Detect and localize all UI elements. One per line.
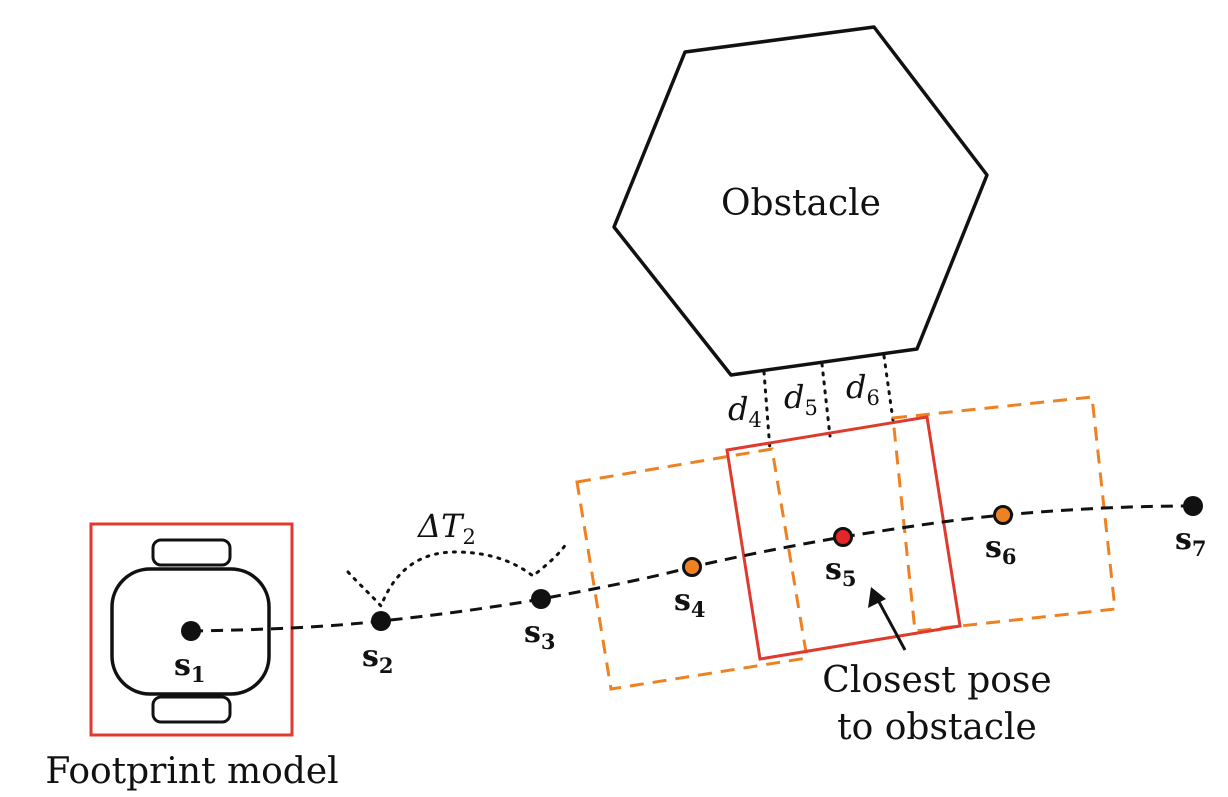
state-label-s6-sub: 6 bbox=[1002, 544, 1017, 569]
distance-line-d4 bbox=[762, 370, 772, 452]
closest-pose-caption-line2: to obstacle bbox=[837, 707, 1037, 748]
state-label-s3: s3 bbox=[524, 615, 556, 654]
delta-t-sub: 2 bbox=[462, 525, 475, 549]
footprint-model-box bbox=[89, 522, 294, 737]
state-label-s3-sub: 3 bbox=[541, 629, 556, 654]
state-label-s5-sub: 5 bbox=[842, 566, 857, 591]
state-label-s4-main: s bbox=[674, 583, 691, 618]
distance-label-d4-main: d bbox=[728, 390, 748, 428]
distance-line-d5 bbox=[820, 362, 832, 438]
state-label-s1: s1 bbox=[174, 648, 206, 687]
distance-label-d5-sub: 5 bbox=[804, 396, 817, 420]
robot-body bbox=[110, 567, 271, 696]
closest-pose-caption-line1: Closest pose bbox=[822, 660, 1051, 701]
distance-label-d4: d4 bbox=[728, 390, 762, 432]
distance-label-d5-main: d bbox=[784, 378, 804, 416]
state-label-s7-main: s bbox=[1175, 522, 1192, 557]
state-label-s4-sub: 4 bbox=[691, 597, 706, 622]
distance-label-d5: d5 bbox=[784, 378, 818, 420]
state-label-s1-main: s bbox=[174, 648, 191, 683]
distance-label-d4-sub: 4 bbox=[748, 408, 761, 432]
delta-t-arc bbox=[346, 542, 568, 609]
state-label-s2-main: s bbox=[362, 639, 379, 674]
state-label-s6: s6 bbox=[985, 530, 1017, 569]
robot-top-wheel bbox=[151, 538, 232, 567]
state-label-s7-sub: 7 bbox=[1192, 536, 1207, 561]
state-label-s5-main: s bbox=[825, 552, 842, 587]
state-label-s1-sub: 1 bbox=[191, 662, 206, 687]
state-point-s2 bbox=[371, 611, 391, 631]
closest-pose-arrowhead bbox=[868, 587, 886, 608]
state-label-s7: s7 bbox=[1175, 522, 1207, 561]
distance-label-d6-main: d bbox=[846, 368, 866, 406]
closest-pose-arrow bbox=[876, 599, 907, 651]
state-label-s2-sub: 2 bbox=[379, 653, 394, 678]
distance-line-d6 bbox=[882, 354, 895, 422]
state-label-s6-main: s bbox=[985, 530, 1002, 565]
state-point-s1 bbox=[181, 621, 201, 641]
state-point-s7 bbox=[1183, 496, 1203, 516]
obstacle-hexagon bbox=[612, 25, 989, 377]
footprint-s4-dashed bbox=[575, 447, 809, 691]
delta-t-main: ΔT bbox=[416, 507, 465, 545]
delta-t-label: ΔT2 bbox=[416, 507, 476, 549]
state-label-s2: s2 bbox=[362, 639, 394, 678]
state-label-s3-main: s bbox=[524, 615, 541, 650]
state-label-s5: s5 bbox=[825, 552, 857, 591]
robot-bottom-wheel bbox=[151, 695, 232, 724]
state-point-s6 bbox=[993, 505, 1013, 525]
state-point-s5 bbox=[833, 527, 853, 547]
footprint-model-caption: Footprint model bbox=[45, 751, 338, 792]
footprint-s5-closest bbox=[725, 415, 962, 661]
state-label-s4: s4 bbox=[674, 583, 706, 622]
distance-label-d6-sub: 6 bbox=[866, 386, 879, 410]
state-point-s4 bbox=[682, 557, 702, 577]
obstacle-label: Obstacle bbox=[721, 183, 881, 224]
state-point-s3 bbox=[531, 589, 551, 609]
distance-label-d6: d6 bbox=[846, 368, 880, 410]
